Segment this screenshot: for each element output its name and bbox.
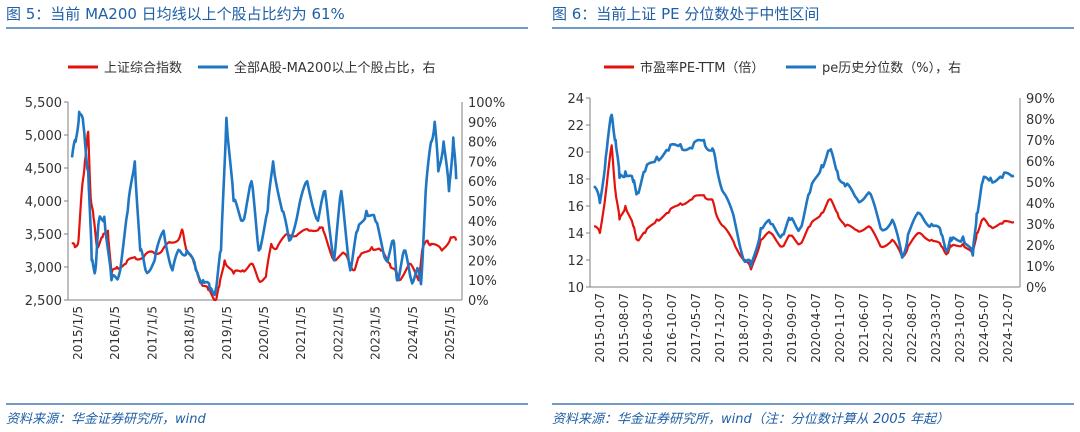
- chart-2-right-tick-labels: 0% 10% 20% 30% 40% 50% 60% 70% 80% 90%: [1026, 92, 1055, 296]
- left-tick-label: 16: [567, 200, 584, 215]
- chart-2-x-tick-labels: 2015-01-07 2015-08-07 2016-03-07 2016-10-07…: [593, 293, 1015, 363]
- left-tick-label: 18: [567, 173, 584, 188]
- right-tick-label: 10%: [1026, 260, 1055, 275]
- right-tick-label: 40%: [468, 215, 497, 230]
- chart-1-series-lines: [70, 110, 458, 302]
- right-tick-label: 0%: [468, 294, 489, 309]
- x-tick-label: 2024-05-07: [977, 293, 991, 363]
- left-tick-label: 12: [567, 254, 584, 269]
- x-tick-label: 2016-10-07: [665, 293, 679, 363]
- chart-1-title: 图 5：当前 MA200 日均线以上个股占比约为 61%: [6, 5, 345, 23]
- series-line-primary: [71, 130, 458, 302]
- x-tick-label: 2023-10-07: [953, 293, 967, 363]
- series-line-primary: [593, 144, 1015, 271]
- x-tick-label: 2023-03-07: [929, 293, 943, 363]
- left-tick-label: 10: [567, 281, 584, 296]
- series-line-secondary: [70, 110, 458, 297]
- right-tick-label: 60%: [468, 175, 497, 190]
- x-tick-label: 2015/1/5: [71, 306, 85, 360]
- right-tick-label: 60%: [1026, 155, 1055, 170]
- chart-1-right-tick-labels: 0% 10% 20% 30% 40% 50% 60% 70% 80% 90% 100%: [468, 96, 505, 309]
- right-tick-label: 100%: [468, 96, 505, 111]
- right-tick-label: 50%: [468, 195, 497, 210]
- left-tick-label: 22: [567, 119, 584, 134]
- x-tick-label: 2019-02-07: [761, 293, 775, 363]
- x-tick-label: 2022-01-07: [881, 293, 895, 363]
- left-tick-label: 4,000: [25, 195, 62, 210]
- chart-2-source: 资料来源：华金证券研究所，wind（注：分位数计算从 2005 年起）: [552, 411, 949, 427]
- x-tick-label: 2020/1/5: [257, 306, 271, 360]
- x-tick-label: 2015-01-07: [593, 293, 607, 363]
- x-tick-label: 2019-09-07: [785, 293, 799, 363]
- x-tick-label: 2024/1/5: [406, 306, 420, 360]
- left-tick-label: 5,500: [25, 96, 62, 111]
- left-tick-label: 4,500: [25, 162, 62, 177]
- series-line-secondary: [593, 113, 1015, 268]
- chart-2-title: 图 6：当前上证 PE 分位数处于中性区间: [552, 5, 819, 23]
- chart-1-legend-label-1: 上证综合指数: [104, 61, 182, 76]
- x-tick-label: 2022-08-07: [905, 293, 919, 363]
- right-tick-label: 20%: [468, 254, 497, 269]
- right-tick-label: 90%: [1026, 92, 1055, 107]
- chart-1-legend-label-2: 全部A股-MA200以上个股占比，右: [234, 60, 436, 76]
- chart-1-x-tick-labels: 2015/1/5 2016/1/5 2017/1/5 2018/1/5 2019/1/5…: [71, 306, 457, 360]
- x-tick-label: 2017/1/5: [145, 306, 159, 360]
- x-tick-label: 2018/1/5: [183, 306, 197, 360]
- chart-2-series-lines: [593, 113, 1015, 271]
- x-tick-label: 2021-06-07: [857, 293, 871, 363]
- x-tick-label: 2021/1/5: [294, 306, 308, 360]
- x-tick-label: 2016/1/5: [108, 306, 122, 360]
- x-tick-label: 2016-03-07: [641, 293, 655, 363]
- chart-1-left-tick-labels: 2,500 3,000 3,500 4,000 4,500 5,000 5,500: [25, 96, 68, 309]
- x-tick-label: 2015-08-07: [617, 293, 631, 363]
- chart-2: 图 6：当前上证 PE 分位数处于中性区间 市盈率PE-TTM（倍） pe历史分…: [552, 5, 1074, 427]
- right-tick-label: 80%: [468, 136, 497, 151]
- right-tick-label: 30%: [468, 235, 497, 250]
- x-tick-label: 2022/1/5: [331, 306, 345, 360]
- chart-2-legend-label-1: 市盈率PE-TTM（倍）: [640, 60, 764, 76]
- right-tick-label: 80%: [1026, 113, 1055, 128]
- x-tick-label: 2020-04-07: [809, 293, 823, 363]
- right-tick-label: 40%: [1026, 197, 1055, 212]
- left-tick-label: 14: [567, 227, 584, 242]
- right-tick-label: 70%: [468, 155, 497, 170]
- right-tick-label: 70%: [1026, 134, 1055, 149]
- x-tick-label: 2018-07-07: [737, 293, 751, 363]
- right-tick-label: 90%: [468, 116, 497, 131]
- x-tick-label: 2019/1/5: [220, 306, 234, 360]
- x-tick-label: 2025/1/5: [443, 306, 457, 360]
- x-tick-label: 2024-12-07: [1001, 293, 1015, 363]
- left-tick-label: 3,000: [25, 261, 62, 276]
- left-tick-label: 24: [567, 92, 584, 107]
- right-tick-label: 10%: [468, 274, 497, 289]
- right-tick-label: 30%: [1026, 218, 1055, 233]
- x-tick-label: 2017-12-07: [713, 293, 727, 363]
- left-tick-label: 3,500: [25, 228, 62, 243]
- left-tick-label: 20: [567, 146, 584, 161]
- chart-1: 图 5：当前 MA200 日均线以上个股占比约为 61% 上证综合指数 全部A股…: [6, 5, 528, 427]
- x-tick-label: 2020-11-07: [833, 293, 847, 363]
- x-tick-label: 2017-05-07: [689, 293, 703, 363]
- chart-1-source: 资料来源：华金证券研究所，wind: [6, 411, 206, 427]
- left-tick-label: 2,500: [25, 294, 62, 309]
- left-tick-label: 5,000: [25, 129, 62, 144]
- right-tick-label: 0%: [1026, 281, 1047, 296]
- right-tick-label: 50%: [1026, 176, 1055, 191]
- chart-2-legend-label-2: pe历史分位数（%），右: [822, 61, 961, 76]
- chart-2-left-tick-labels: 10 12 14 16 18 20 22 24: [567, 92, 590, 296]
- x-tick-label: 2023/1/5: [369, 306, 383, 360]
- right-tick-label: 20%: [1026, 239, 1055, 254]
